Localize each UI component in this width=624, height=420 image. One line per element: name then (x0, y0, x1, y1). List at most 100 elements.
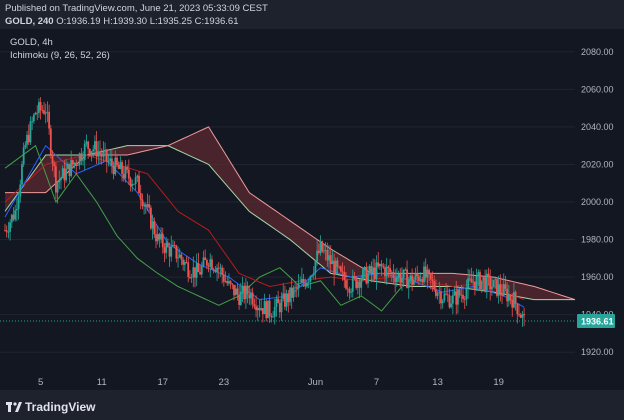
candle-body (31, 121, 34, 122)
price-tick-label: 2020.00 (581, 159, 614, 169)
candle-body (82, 159, 84, 161)
symbol-interval: GOLD, 240 (5, 16, 54, 27)
candle-body (382, 266, 385, 268)
candle-body (236, 288, 239, 295)
candle-body (29, 121, 32, 143)
candle-body (209, 259, 212, 267)
candle-body (7, 231, 10, 233)
candle-body (290, 287, 293, 298)
candle-body (48, 111, 51, 129)
candle-body (501, 293, 503, 296)
candle-body (319, 241, 322, 253)
price-tick-label: 1920.00 (581, 347, 614, 357)
brand-name: TradingView (25, 400, 96, 414)
low-value: 1935.25 (157, 16, 192, 27)
candle-body (440, 291, 442, 304)
candle-body (143, 204, 146, 207)
candle-body (375, 262, 378, 280)
candle-body (280, 298, 283, 313)
candle-body (51, 154, 54, 164)
candle-body (287, 293, 290, 303)
candle-body (63, 168, 66, 181)
candle-body (446, 294, 449, 296)
candle-body (326, 250, 329, 261)
candle-body (268, 300, 271, 317)
candle-body (251, 292, 254, 305)
candle-body (465, 288, 468, 300)
candle-body (5, 230, 8, 232)
candle-body (414, 273, 417, 280)
candle-body (180, 254, 183, 260)
price-chart[interactable]: 2080.00 2060.00 2040.00 2020.00 2000.00 1980.… (0, 29, 624, 390)
candle-body (26, 134, 28, 145)
candle-body (289, 287, 291, 303)
candle-body (285, 293, 288, 307)
candle-body (467, 278, 470, 289)
candle-body (194, 267, 196, 278)
candle-body (34, 112, 37, 115)
candle-body (110, 158, 113, 166)
candle-body (402, 269, 405, 278)
candle-body (114, 157, 117, 175)
candle-body (429, 273, 432, 280)
candle-body (158, 234, 161, 240)
candle-body (521, 314, 524, 318)
candle-body (263, 301, 266, 315)
candle-body (348, 288, 351, 293)
candle-body (355, 277, 358, 288)
candle-body (351, 275, 354, 292)
candle-body (22, 147, 25, 165)
candle-body (416, 273, 419, 277)
high-value: 1939.30 (112, 16, 148, 27)
candle-body (339, 266, 342, 272)
footer-bar (0, 390, 624, 420)
candle-body (126, 166, 129, 170)
candle-body (406, 269, 408, 289)
candle-body (239, 291, 242, 305)
low-label: L: (149, 16, 158, 27)
candle-body (426, 269, 429, 278)
candle-body (163, 247, 166, 253)
candle-body (66, 163, 69, 169)
candle-body (15, 208, 18, 211)
candle-body (479, 272, 481, 289)
candle-body (360, 279, 363, 288)
candle-body (27, 134, 30, 143)
legend-indicator[interactable]: Ichimoku (9, 26, 52, 26) (10, 50, 110, 61)
time-tick-label: 19 (493, 377, 504, 388)
candle-body (448, 295, 451, 308)
candle-body (21, 164, 23, 185)
candle-body (49, 128, 52, 155)
candle-body (506, 288, 509, 302)
tradingview-logo[interactable]: TradingView (6, 400, 95, 414)
candle-body (229, 281, 232, 284)
candle-body (75, 162, 78, 166)
candle-body (321, 241, 324, 252)
candle-body (497, 284, 500, 296)
candle-body (485, 273, 488, 291)
price-tick-label: 1960.00 (581, 272, 614, 282)
candle-body (509, 294, 512, 300)
candle-body (492, 279, 495, 287)
candle-body (346, 288, 349, 290)
candle-body (345, 280, 347, 289)
candle-body (350, 291, 352, 293)
candle-body (83, 143, 86, 160)
candle-body (331, 260, 334, 265)
candle-body (419, 279, 422, 281)
candle-body (299, 282, 302, 284)
published-note: Published on TradingView.com, June 21, 2… (5, 3, 268, 14)
time-tick-label: 17 (157, 377, 168, 388)
candle-body (392, 272, 395, 278)
candle-body (138, 175, 140, 194)
candle-body (336, 260, 339, 267)
candle-body (173, 244, 176, 246)
candle-body (379, 263, 381, 267)
candle-body (272, 316, 274, 318)
candle-body (255, 306, 257, 311)
candle-body (207, 265, 210, 267)
candle-body (4, 230, 6, 231)
candle-body (70, 160, 73, 177)
time-tick-label: 11 (97, 377, 107, 388)
candle-body (472, 281, 475, 283)
